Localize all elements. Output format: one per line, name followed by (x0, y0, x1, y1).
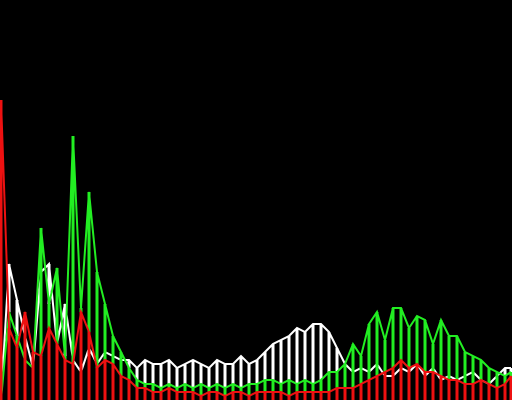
series-1-line (0, 135, 512, 400)
series-0-line (0, 261, 511, 400)
series-2-group (0, 99, 512, 400)
series-2-line (0, 99, 512, 398)
